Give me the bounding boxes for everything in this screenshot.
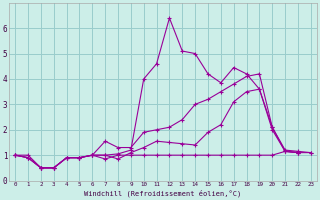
X-axis label: Windchill (Refroidissement éolien,°C): Windchill (Refroidissement éolien,°C) [84, 190, 242, 197]
